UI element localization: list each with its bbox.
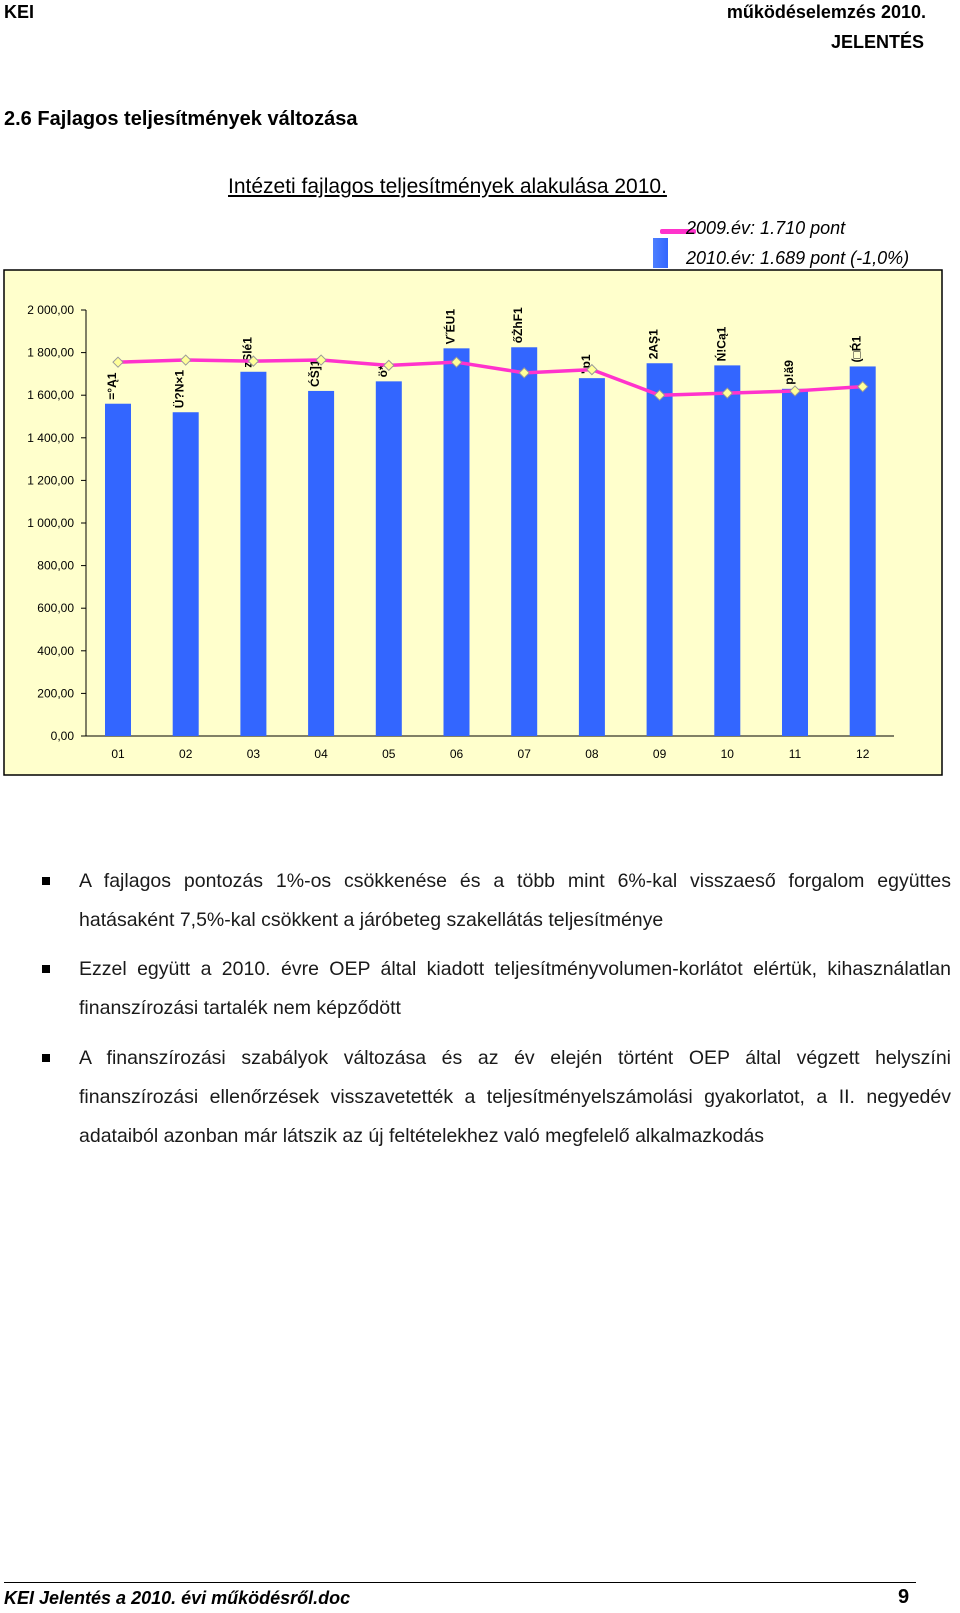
x-tick-label: 03 — [247, 747, 261, 761]
bar-label: Ü?N×1 — [172, 370, 187, 409]
x-tick-label: 02 — [179, 747, 193, 761]
x-tick-label: 05 — [382, 747, 396, 761]
section-title: 2.6 Fajlagos teljesítmények változása — [4, 108, 358, 130]
x-tick-label: 12 — [856, 747, 870, 761]
footer-rule — [4, 1582, 916, 1583]
bar-label: 2AŞ1 — [647, 329, 661, 359]
line-point — [721, 387, 734, 399]
y-tick-label: 0,00 — [51, 729, 75, 743]
y-tick-label: 200,00 — [37, 686, 74, 700]
y-tick-label: 1 400,00 — [27, 431, 74, 445]
y-tick-label: 1 600,00 — [27, 388, 74, 402]
x-tick-label: 01 — [111, 747, 125, 761]
y-tick-label: 400,00 — [37, 644, 74, 658]
y-tick-label: 600,00 — [37, 601, 74, 615]
x-tick-label: 10 — [721, 747, 735, 761]
bar — [375, 381, 402, 736]
bar — [782, 388, 808, 736]
legend-bar-label: 2010.év: 1.689 pont (-1,0%) — [686, 248, 910, 268]
bar — [578, 378, 605, 736]
bar-label: p!ă9 — [782, 360, 796, 385]
line-point — [856, 380, 869, 393]
y-tick-label: 2 000,00 — [27, 303, 74, 317]
plot-area — [86, 310, 894, 736]
bar — [849, 366, 876, 736]
y-tick-label: 1 800,00 — [27, 346, 74, 360]
bar — [443, 348, 470, 736]
bullet-marker — [42, 965, 50, 973]
x-axis: 01 02 03 04 05 06 07 08 09 10 11 12 — [86, 735, 894, 761]
line-series — [112, 354, 869, 401]
bar-label: ĆŠ]1 — [307, 359, 322, 387]
line-point — [789, 385, 801, 397]
line-point — [653, 389, 666, 401]
bar-label: =°Ą1 — [105, 372, 119, 399]
line-point — [383, 359, 395, 372]
y-tick-label: 1 000,00 — [27, 516, 74, 530]
y-axis: 0,00 200,00 400,00 600,00 800,00 1 000,00 1 20… — [27, 303, 87, 743]
line-point — [112, 356, 124, 368]
bar-label: V˝ÉU1 — [443, 309, 458, 345]
line-point — [586, 363, 598, 376]
line-point — [315, 354, 327, 366]
y-tick-label: 1 200,00 — [27, 473, 74, 487]
line-point — [450, 356, 463, 368]
bullet-text: Ezzel együtt a 2010. évre OEP által kiad… — [79, 958, 951, 1019]
x-tick-label: 09 — [653, 747, 667, 761]
footer-filename: KEI Jelentés a 2010. évi működésről.doc — [4, 1588, 351, 1608]
bar — [646, 363, 673, 736]
line-point — [518, 367, 530, 379]
chart-title: Intézeti fajlagos teljesítmények alakulá… — [228, 175, 667, 198]
line-path — [117, 358, 863, 397]
x-tick-label: 08 — [585, 747, 599, 761]
x-tick-label: 06 — [450, 747, 464, 761]
y-tick-label: 800,00 — [37, 559, 74, 573]
x-tick-label: 11 — [789, 747, 802, 761]
header-left: KEI — [4, 2, 35, 22]
line-point — [179, 354, 192, 366]
chart: 0,00 200,00 400,00 600,00 800,00 1 000,00 1 20… — [3, 269, 943, 776]
chart-legend: 2009.év: 1.710 pont 2010.év: 1.689 pont … — [660, 218, 940, 274]
bar-label: (□Ŕ1 — [849, 336, 864, 363]
x-tick-label: 07 — [518, 747, 532, 761]
header-right-title: működéselemzés 2010. — [726, 2, 926, 22]
legend-line-swatch — [660, 229, 696, 234]
bar-series — [105, 347, 876, 736]
bullet-text: A finanszírozási szabályok változása és … — [79, 1047, 951, 1147]
bar — [308, 390, 335, 736]
bar — [714, 365, 741, 736]
bullet-marker — [42, 877, 50, 885]
legend-line-label: 2009.év: 1.710 pont — [686, 218, 846, 238]
page-number: 9 — [898, 1586, 910, 1608]
line-point — [247, 355, 260, 367]
x-tick-label: 04 — [314, 747, 328, 761]
bar — [105, 403, 131, 736]
bullet-marker — [42, 1054, 50, 1062]
header-right-subtitle: JELENTÉS — [830, 32, 924, 52]
bar-label: őŻhF1 — [510, 307, 525, 343]
legend-bar-swatch — [653, 238, 668, 268]
bullet-text: A fajlagos pontozás 1%-os csökkenése és … — [79, 870, 951, 931]
bar — [172, 412, 199, 736]
bar — [511, 347, 538, 736]
bar-label: Ń!Cą1 — [713, 326, 728, 361]
bar — [240, 371, 267, 736]
